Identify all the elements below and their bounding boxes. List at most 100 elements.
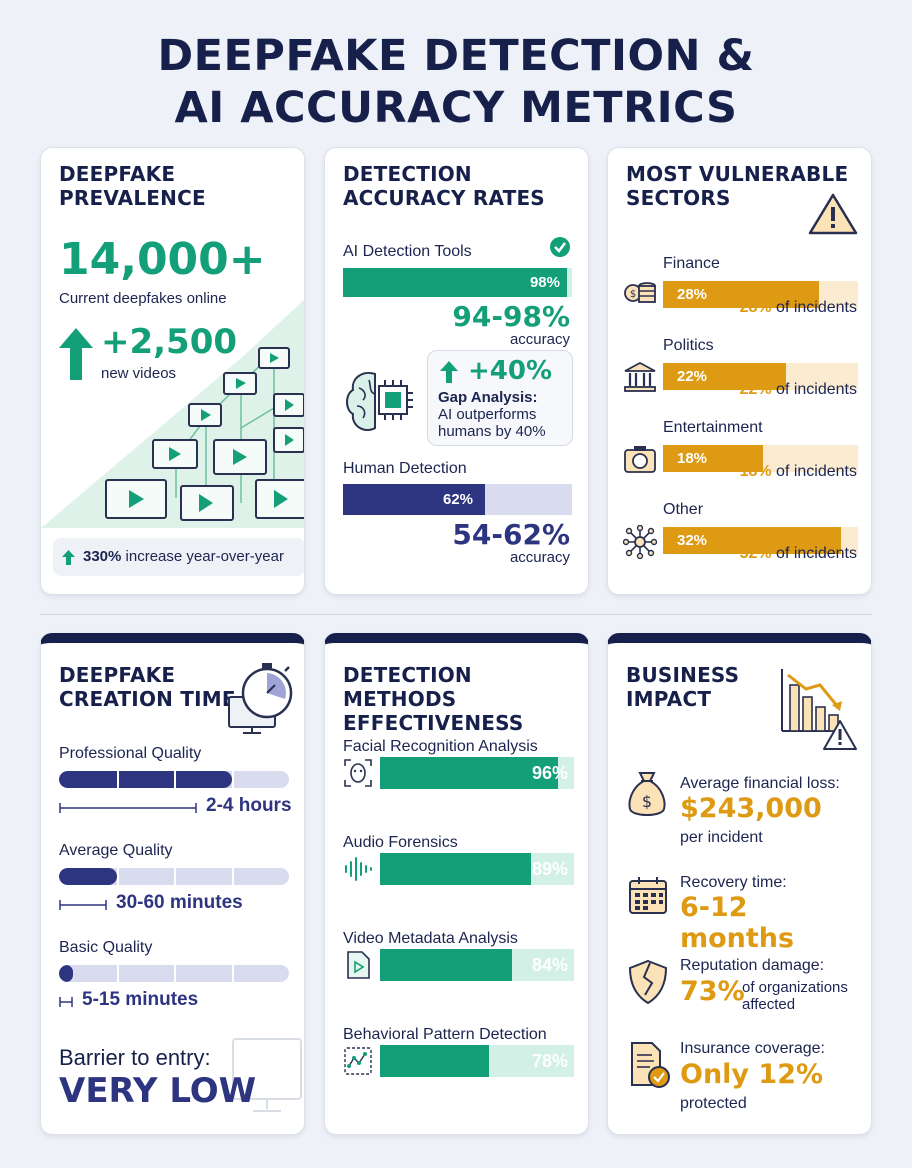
up-arrow-small-icon: [62, 550, 75, 565]
quality-bar-segment: [231, 868, 234, 885]
reputation-label: Reputation damage:: [680, 957, 825, 974]
method-label: Audio Forensics: [343, 834, 458, 851]
sector-label: Other: [663, 501, 704, 518]
sector-note-value: 28%: [739, 299, 772, 316]
methods-heading: DETECTION METHODS EFFECTIVENESS: [343, 663, 524, 735]
sectors-card: MOST VULNERABLE SECTORS Finance $28% 28% o…: [607, 147, 872, 595]
methods-card: DETECTION METHODS EFFECTIVENESS Facial R…: [324, 633, 589, 1135]
new-videos-label: new videos: [101, 365, 177, 382]
method-bar-fill: [380, 853, 532, 885]
gap-analysis-box: +40% Gap Analysis: AI outperforms humans…: [427, 350, 573, 446]
method-bar-value: 89%: [531, 859, 568, 879]
duration-ruler: [59, 803, 197, 813]
deepfake-count-label: Current deepfakes online: [59, 290, 227, 307]
up-arrow-icon: [59, 328, 93, 380]
sector-note-value: 32%: [739, 545, 772, 562]
ai-accuracy-range: 94-98%: [452, 300, 570, 333]
quality-bar-segment: [231, 965, 234, 982]
method-bar: 84%: [380, 949, 574, 981]
svg-text:$: $: [630, 289, 636, 300]
sector-note-text: of incidents: [771, 381, 857, 398]
insurance-sub: protected: [680, 1095, 747, 1112]
video-file-icon: [347, 951, 370, 979]
quality-bar-fill: [59, 868, 117, 885]
quality-bar-segment: [116, 965, 119, 982]
broken-shield-icon: [628, 959, 668, 1005]
reputation-value: 73%: [680, 976, 745, 1007]
accuracy-card: DETECTION ACCURACY RATES AI Detection To…: [324, 147, 589, 595]
method-bar-fill: [380, 1045, 489, 1077]
brain-chip-icon: [346, 372, 413, 432]
barrier-label: Barrier to entry:: [59, 1045, 211, 1070]
method-bar: 96%: [380, 757, 574, 789]
check-circle-icon: [550, 237, 570, 257]
title-line-1: DEEPFAKE DETECTION &: [157, 31, 755, 81]
sector-note-value: 18%: [739, 463, 772, 480]
accuracy-heading: DETECTION ACCURACY RATES: [343, 162, 545, 210]
network-icon: [623, 525, 657, 559]
deepfake-count: 14,000+: [59, 234, 266, 285]
page-title: DEEPFAKE DETECTION & AI ACCURACY METRICS: [0, 30, 912, 134]
quality-bar-segment: [116, 868, 119, 885]
sector-note-text: of incidents: [771, 463, 857, 480]
quality-bar-segment: [116, 771, 119, 788]
svg-text:$: $: [642, 792, 652, 811]
ai-detection-bar-value: 98%: [529, 274, 560, 291]
human-detection-bar: 62%: [343, 484, 572, 515]
insurance-document-icon: [631, 1042, 670, 1088]
sector-bar-value: 18%: [677, 450, 708, 467]
method-bar-value: 84%: [531, 955, 568, 975]
method-bar: 89%: [380, 853, 574, 885]
method-bar: 78%: [380, 1045, 574, 1077]
loss-label: Average financial loss:: [680, 775, 840, 792]
human-detection-bar-value: 62%: [443, 491, 474, 508]
quality-label: Professional Quality: [59, 745, 202, 762]
ai-detection-bar: 98%: [343, 268, 572, 297]
sector-note-text: of incidents: [771, 299, 857, 316]
prevalence-heading: DEEPFAKE PREVALENCE: [59, 162, 206, 210]
video-network-illustration: [41, 299, 304, 528]
sector-bar-fill: [663, 527, 842, 554]
sector-label: Politics: [663, 337, 714, 354]
yoy-growth-pill: 330% increase year-over-year: [53, 538, 304, 576]
quality-bar: [59, 965, 289, 982]
camera-icon: [624, 446, 656, 473]
sector-bar-value: 22%: [677, 368, 708, 385]
human-accuracy-range: 54-62%: [452, 518, 570, 551]
reputation-sub: of organizations affected: [742, 979, 848, 1013]
yoy-growth-label: increase year-over-year: [121, 548, 284, 565]
insurance-label: Insurance coverage:: [680, 1040, 825, 1057]
sector-bar-value: 28%: [677, 286, 708, 303]
sector-label: Finance: [663, 255, 720, 272]
method-bar-fill: [380, 757, 559, 789]
method-bar-value: 78%: [531, 1051, 568, 1071]
duration-ruler: [59, 900, 107, 910]
human-detection-bar-fill: [343, 484, 485, 515]
barrier-value: VERY LOW: [59, 1071, 257, 1111]
quality-time: 5-15 minutes: [82, 989, 199, 1010]
method-label: Facial Recognition Analysis: [343, 738, 538, 755]
stopwatch-monitor-icon: [228, 663, 293, 734]
sector-note: 28% of incidents: [740, 299, 857, 317]
method-label: Video Metadata Analysis: [343, 930, 518, 947]
quality-bar-segment: [174, 868, 176, 885]
sector-bar: 32%: [663, 527, 858, 554]
quality-bar-fill: [59, 771, 232, 788]
quality-time: 2-4 hours: [206, 795, 292, 816]
sector-note-value: 22%: [739, 381, 772, 398]
sound-wave-icon: [345, 857, 372, 881]
quality-bar-segment: [231, 771, 234, 788]
creation-time-card: DEEPFAKE CREATION TIME Professional Qual…: [40, 633, 305, 1135]
quality-bar-fill: [59, 965, 73, 982]
sector-note: 22% of incidents: [740, 381, 857, 399]
sector-bar: 22%: [663, 363, 858, 390]
recovery-value: 6-12 months: [680, 892, 795, 954]
yoy-growth-value: 330%: [83, 548, 122, 565]
human-accuracy-label: accuracy: [509, 549, 570, 566]
sector-bar-fill: [663, 281, 819, 308]
up-arrow-gap-icon: [440, 361, 458, 383]
gap-title: Gap Analysis:: [438, 389, 538, 406]
business-card: BUSINESS IMPACT $ Average financial loss…: [607, 633, 872, 1135]
quality-bar-segment: [174, 771, 176, 788]
duration-ruler: [59, 997, 73, 1007]
